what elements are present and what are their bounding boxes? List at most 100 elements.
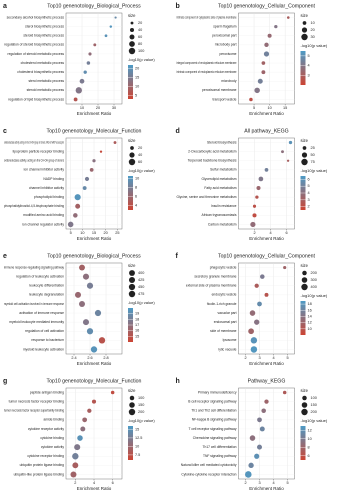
- y-tick-label: ubiquitin-like protein ligase binding: [14, 472, 65, 476]
- y-tick-label: regulation of lipid biosynthetic process: [8, 97, 64, 101]
- x-tick-label: 5: [286, 356, 288, 360]
- y-tick-label: phosphatidylinositol-4,5-bisphosphate bi…: [4, 204, 64, 208]
- legend-dot: [129, 402, 135, 408]
- legend-dot: [129, 41, 135, 47]
- legend-dot: [130, 21, 134, 25]
- dot: [254, 319, 260, 325]
- x-axis-label: Enrichment Ratio: [249, 361, 284, 366]
- legend-dot: [301, 408, 308, 416]
- legend-label: 20: [138, 21, 142, 25]
- dot: [261, 70, 266, 75]
- panel-label: g: [3, 378, 7, 385]
- legend-title: size: [128, 138, 136, 143]
- colorbar-label: 10: [135, 84, 139, 88]
- y-tick-label: Sulfur metabolism: [210, 168, 237, 172]
- dot: [250, 221, 256, 228]
- dot: [82, 417, 88, 423]
- colorbar: [128, 176, 133, 210]
- x-tick-label: 4: [93, 481, 95, 485]
- dot: [91, 399, 97, 404]
- x-tick-label: 3: [258, 481, 260, 485]
- y-tick-label: regulation of cell activation: [25, 329, 64, 333]
- x-tick-label: 20: [96, 106, 100, 110]
- dot: [264, 399, 269, 404]
- y-tick-label: phagocytic vesicle: [210, 265, 237, 269]
- legend-label: 300: [311, 278, 317, 282]
- colorbar-label: 18: [135, 317, 139, 321]
- x-axis-label: Enrichment Ratio: [77, 486, 112, 491]
- dot: [255, 195, 259, 199]
- colorbar-label: 15: [135, 76, 139, 80]
- dot: [282, 390, 287, 395]
- chart-title: Pathway_KEGG: [248, 378, 286, 384]
- x-tick-label: 2.6: [87, 356, 92, 360]
- legend-label: 50: [311, 153, 315, 157]
- dot: [261, 408, 266, 414]
- legend-label: 100: [311, 396, 317, 400]
- colorbar-label: 6: [308, 454, 310, 458]
- y-tick-label: peroxisomal part: [212, 34, 236, 38]
- legend-dot: [302, 395, 307, 401]
- x-tick-label: 6: [112, 481, 114, 485]
- y-tick-label: cytokine activity: [41, 445, 64, 449]
- dot: [250, 337, 258, 344]
- dot: [264, 42, 269, 48]
- legend-label: 25: [311, 146, 315, 150]
- y-tick-label: lytic vacuole: [219, 347, 237, 351]
- x-tick-label: 3: [258, 356, 260, 360]
- y-tick-label: intrinsic component of cytoplasmic side …: [177, 15, 237, 19]
- dot: [261, 61, 266, 65]
- dot: [109, 25, 113, 28]
- y-tick-label: B cell receptor signaling pathway: [188, 400, 237, 404]
- x-axis-label: Enrichment Ratio: [249, 111, 284, 116]
- y-tick-label: peptide antigen binding: [30, 390, 64, 394]
- colorbar-label: 10: [308, 327, 312, 331]
- dot: [86, 282, 94, 289]
- colorbar-title: -log10(p value): [301, 43, 328, 48]
- x-tick-label: 5: [253, 106, 255, 110]
- dot: [257, 444, 262, 450]
- x-tick-label: 6: [285, 231, 287, 235]
- dot: [249, 97, 253, 102]
- colorbar-label: 12: [308, 321, 312, 325]
- colorbar-title: -log10(p value): [128, 418, 155, 423]
- x-tick-label: 10: [80, 231, 84, 235]
- x-tick-label: 4: [272, 481, 274, 485]
- dot: [264, 168, 269, 172]
- dot: [90, 346, 98, 353]
- dot: [245, 471, 252, 478]
- x-tick-label: 2.4: [71, 356, 76, 360]
- y-tick-label: Primary immunodeficiency: [198, 390, 237, 394]
- legend-title: size: [301, 138, 309, 143]
- dot: [248, 462, 254, 469]
- x-tick-label: 10: [80, 106, 84, 110]
- legend-label: 200: [311, 410, 317, 414]
- legend-dot: [129, 270, 135, 276]
- y-tick-label: TNF signaling pathway: [203, 454, 237, 458]
- legend-label: 100: [138, 49, 144, 53]
- y-tick-label: microbody: [221, 79, 237, 83]
- colorbar-label: 16: [135, 329, 139, 333]
- legend-dot: [130, 146, 134, 150]
- y-tick-label: Terpenoid backbone biosynthesis: [188, 159, 237, 163]
- dot: [82, 319, 90, 326]
- y-tick-label: myeloid leukocyte activation: [23, 347, 64, 351]
- legend-label: 200: [138, 410, 144, 414]
- y-tick-label: regulation of leukocyte activation: [16, 275, 64, 279]
- colorbar: [128, 426, 133, 460]
- legend-label: 20: [138, 146, 142, 150]
- plot-area: [238, 262, 295, 355]
- plot-area: [238, 137, 295, 230]
- legend-title: size: [128, 263, 136, 268]
- y-tick-label: leukocyte differentiation: [29, 284, 64, 288]
- legend-label: 100: [138, 396, 144, 400]
- dot: [248, 328, 254, 335]
- dot: [74, 291, 82, 298]
- dot: [98, 337, 106, 344]
- x-tick-label: 2: [253, 231, 255, 235]
- colorbar-label: 5: [308, 54, 310, 58]
- legend-label: 400: [138, 271, 144, 275]
- dot: [252, 204, 257, 208]
- colorbar-label: 8: [135, 185, 137, 189]
